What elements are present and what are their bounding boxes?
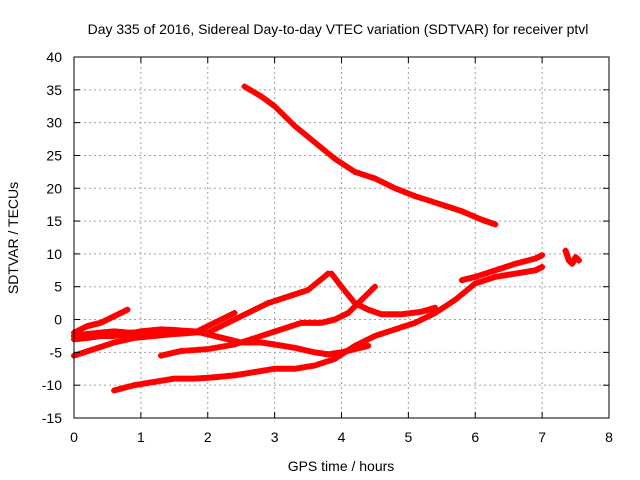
y-tick-label: 5 — [54, 279, 62, 295]
series-7 — [204, 270, 332, 336]
x-axis-ticks: 0 1 2 3 4 5 6 7 8 — [70, 57, 613, 445]
y-tick-label: -10 — [42, 377, 62, 393]
x-tick-label: 2 — [204, 429, 212, 445]
y-tick-label: 40 — [46, 49, 62, 65]
x-tick-label: 8 — [605, 429, 613, 445]
data-point — [325, 270, 332, 277]
x-tick-label: 0 — [70, 429, 78, 445]
x-tick-label: 4 — [338, 429, 346, 445]
data-point — [231, 309, 238, 316]
chart-title: Day 335 of 2016, Sidereal Day-to-day VTE… — [88, 21, 589, 37]
series-4 — [71, 306, 131, 336]
gridlines — [74, 57, 609, 418]
x-tick-label: 6 — [471, 429, 479, 445]
x-tick-label: 5 — [404, 429, 412, 445]
data-point — [365, 342, 372, 349]
y-tick-label: 20 — [46, 180, 62, 196]
data-point — [492, 221, 499, 228]
data-point — [539, 252, 546, 259]
data-point — [432, 304, 439, 311]
data-point — [371, 283, 378, 290]
x-axis-label: GPS time / hours — [288, 458, 395, 474]
data-point — [575, 257, 582, 264]
data-point — [539, 264, 546, 271]
y-tick-label: -5 — [50, 344, 63, 360]
x-tick-label: 7 — [538, 429, 546, 445]
series-1 — [241, 83, 499, 228]
y-tick-label: 0 — [54, 312, 62, 328]
x-tick-label: 3 — [271, 429, 279, 445]
y-tick-label: -15 — [42, 410, 62, 426]
series-10 — [458, 252, 546, 284]
series-8 — [328, 270, 439, 318]
y-tick-label: 25 — [46, 147, 62, 163]
series-11 — [562, 247, 582, 267]
y-tick-label: 15 — [46, 213, 62, 229]
series-9 — [111, 264, 546, 394]
y-tick-label: 35 — [46, 82, 62, 98]
x-tick-label: 1 — [137, 429, 145, 445]
series-6 — [157, 283, 378, 359]
data-points — [71, 83, 582, 394]
y-axis-ticks: -15 -10 -5 0 5 10 15 20 25 30 35 40 — [42, 49, 609, 426]
y-tick-label: 30 — [46, 115, 62, 131]
y-tick-label: 10 — [46, 246, 62, 262]
y-axis-label: SDTVAR / TECUs — [5, 182, 21, 294]
data-point — [124, 306, 131, 313]
